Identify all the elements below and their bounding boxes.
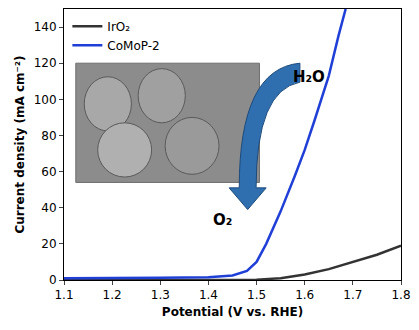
svg-text:1.8: 1.8 [391, 288, 410, 302]
svg-text:100: 100 [34, 93, 57, 107]
svg-text:1.2: 1.2 [103, 288, 122, 302]
svg-text:120: 120 [34, 56, 57, 70]
svg-text:140: 140 [34, 20, 57, 34]
svg-text:1.6: 1.6 [295, 288, 314, 302]
svg-text:80: 80 [41, 129, 56, 143]
svg-text:0: 0 [49, 273, 57, 287]
svg-text:40: 40 [41, 201, 56, 215]
svg-text:IrO₂: IrO₂ [107, 20, 130, 34]
svg-text:Current density (mA cm⁻²): Current density (mA cm⁻²) [13, 55, 27, 233]
svg-text:1.4: 1.4 [199, 288, 218, 302]
svg-text:1.3: 1.3 [151, 288, 170, 302]
svg-text:O₂: O₂ [213, 211, 232, 229]
svg-text:H₂O: H₂O [293, 68, 325, 86]
svg-text:1.7: 1.7 [343, 288, 362, 302]
svg-text:CoMoP-2: CoMoP-2 [107, 39, 159, 53]
svg-text:Potential (V vs. RHE): Potential (V vs. RHE) [162, 305, 303, 319]
svg-text:20: 20 [41, 237, 56, 251]
svg-text:60: 60 [41, 165, 56, 179]
svg-text:1.1: 1.1 [54, 288, 73, 302]
svg-text:1.5: 1.5 [247, 288, 266, 302]
